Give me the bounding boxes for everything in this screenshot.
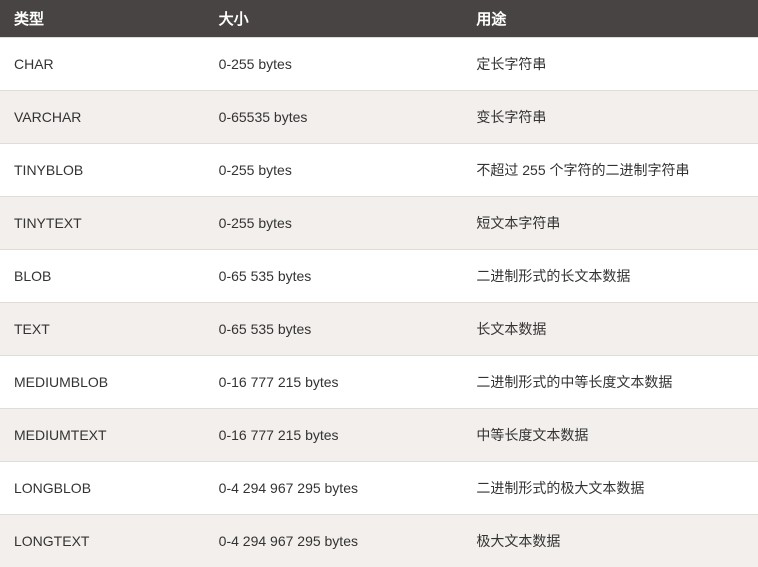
header-type: 类型 xyxy=(0,0,205,38)
table-row: TINYTEXT 0-255 bytes 短文本字符串 xyxy=(0,197,758,250)
table-body: CHAR 0-255 bytes 定长字符串 VARCHAR 0-65535 b… xyxy=(0,38,758,567)
table-row: MEDIUMBLOB 0-16 777 215 bytes 二进制形式的中等长度… xyxy=(0,356,758,409)
header-size: 大小 xyxy=(205,0,463,38)
cell-type: TINYTEXT xyxy=(0,197,205,250)
cell-type: MEDIUMTEXT xyxy=(0,409,205,462)
cell-type: LONGBLOB xyxy=(0,462,205,515)
string-types-table: 类型 大小 用途 CHAR 0-255 bytes 定长字符串 VARCHAR … xyxy=(0,0,758,567)
table-row: BLOB 0-65 535 bytes 二进制形式的长文本数据 xyxy=(0,250,758,303)
cell-usage: 中等长度文本数据 xyxy=(462,409,758,462)
cell-size: 0-65 535 bytes xyxy=(205,250,463,303)
cell-type: TINYBLOB xyxy=(0,144,205,197)
cell-size: 0-255 bytes xyxy=(205,38,463,91)
table-row: CHAR 0-255 bytes 定长字符串 xyxy=(0,38,758,91)
cell-size: 0-65 535 bytes xyxy=(205,303,463,356)
table-row: TINYBLOB 0-255 bytes 不超过 255 个字符的二进制字符串 xyxy=(0,144,758,197)
cell-usage: 不超过 255 个字符的二进制字符串 xyxy=(462,144,758,197)
cell-usage: 长文本数据 xyxy=(462,303,758,356)
cell-usage: 极大文本数据 xyxy=(462,515,758,567)
table-header: 类型 大小 用途 xyxy=(0,0,758,38)
table-row: LONGTEXT 0-4 294 967 295 bytes 极大文本数据 xyxy=(0,515,758,567)
cell-type: MEDIUMBLOB xyxy=(0,356,205,409)
cell-usage: 二进制形式的中等长度文本数据 xyxy=(462,356,758,409)
cell-usage: 变长字符串 xyxy=(462,91,758,144)
cell-usage: 二进制形式的长文本数据 xyxy=(462,250,758,303)
cell-size: 0-16 777 215 bytes xyxy=(205,409,463,462)
cell-size: 0-16 777 215 bytes xyxy=(205,356,463,409)
cell-type: LONGTEXT xyxy=(0,515,205,567)
cell-size: 0-4 294 967 295 bytes xyxy=(205,515,463,567)
table-row: TEXT 0-65 535 bytes 长文本数据 xyxy=(0,303,758,356)
cell-usage: 定长字符串 xyxy=(462,38,758,91)
cell-type: CHAR xyxy=(0,38,205,91)
cell-usage: 二进制形式的极大文本数据 xyxy=(462,462,758,515)
table-row: LONGBLOB 0-4 294 967 295 bytes 二进制形式的极大文… xyxy=(0,462,758,515)
cell-usage: 短文本字符串 xyxy=(462,197,758,250)
cell-size: 0-255 bytes xyxy=(205,144,463,197)
header-usage: 用途 xyxy=(462,0,758,38)
cell-size: 0-255 bytes xyxy=(205,197,463,250)
table-row: VARCHAR 0-65535 bytes 变长字符串 xyxy=(0,91,758,144)
cell-size: 0-4 294 967 295 bytes xyxy=(205,462,463,515)
header-row: 类型 大小 用途 xyxy=(0,0,758,38)
cell-type: BLOB xyxy=(0,250,205,303)
cell-size: 0-65535 bytes xyxy=(205,91,463,144)
table-row: MEDIUMTEXT 0-16 777 215 bytes 中等长度文本数据 xyxy=(0,409,758,462)
cell-type: TEXT xyxy=(0,303,205,356)
cell-type: VARCHAR xyxy=(0,91,205,144)
